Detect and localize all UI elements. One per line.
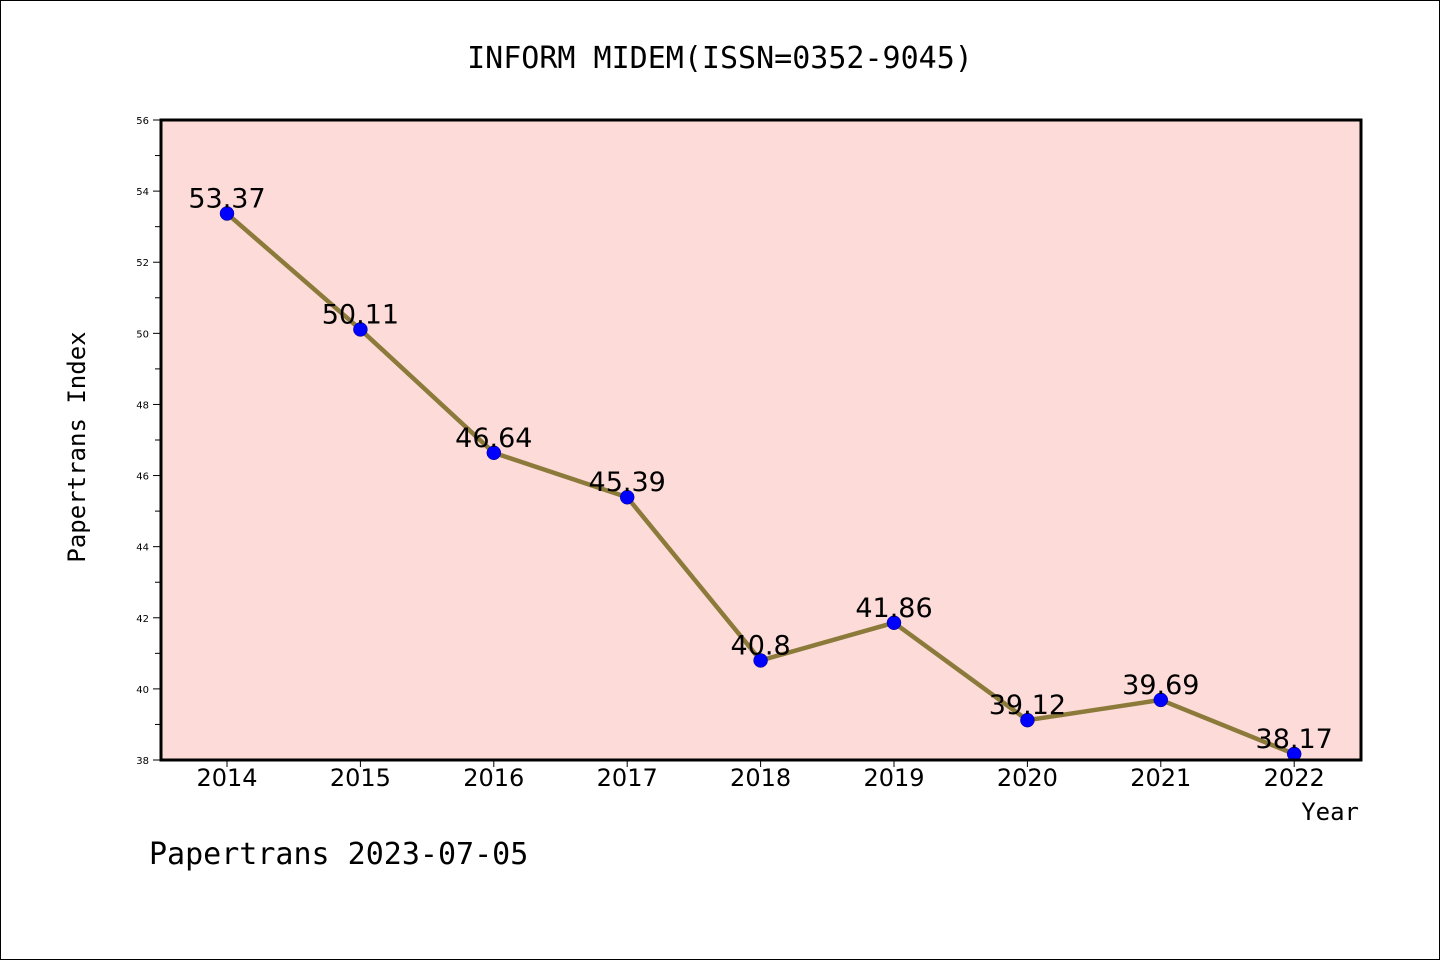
data-point [619,489,635,505]
y-tick-label: 52 [136,258,149,269]
footer-text: Papertrans 2023-07-05 [149,837,528,872]
series-line-group [219,206,1302,762]
data-label: 41.86 [855,593,932,624]
data-label: 53.37 [188,184,265,215]
data-label: 38.17 [1256,724,1333,755]
data-point [1153,692,1169,708]
y-tick-label: 40 [136,685,149,696]
y-tick-label: 38 [136,756,149,767]
plot-frame [159,118,1363,762]
x-axis: 2014 2015 2016 2017 2018 2019 2020 2021 2022 [196,760,1325,792]
y-tick-label: 50 [136,329,149,340]
x-tick-label: 2014 [196,764,257,792]
data-label-group: 53.37 50.11 46.64 45.39 40.8 41.86 39.12 39.69 3… [188,184,1332,755]
y-tick-label: 44 [136,543,149,554]
y-tick-label: 56 [136,116,149,127]
data-label: 40.8 [731,630,791,661]
x-tick-label: 2020 [997,764,1058,792]
chart-title: INFORM MIDEM(ISSN=0352-9045) [467,41,973,76]
data-point [886,615,902,631]
x-tick-label: 2022 [1264,764,1325,792]
y-axis: 38 40 42 44 46 48 50 52 54 56 [136,116,161,767]
data-point [486,445,502,461]
data-label: 50.11 [322,299,399,330]
x-tick-label: 2015 [330,764,391,792]
data-label: 45.39 [589,467,666,498]
data-point [219,206,235,221]
data-point [353,322,368,337]
x-axis-label: Year [1301,798,1359,826]
y-tick-label: 42 [136,614,149,625]
data-label: 39.69 [1122,670,1199,701]
x-tick-label: 2018 [730,764,791,792]
x-tick-label: 2016 [463,764,524,792]
data-point [753,653,768,668]
data-label: 39.12 [989,690,1066,721]
data-point [1020,712,1035,728]
data-label: 46.64 [455,423,532,454]
y-tick-label: 54 [136,187,149,198]
x-tick-label: 2019 [863,764,924,792]
y-tick-label: 46 [136,472,149,483]
x-tick-label: 2021 [1130,764,1191,792]
x-tick-label: 2017 [597,764,658,792]
y-tick-label: 48 [136,400,149,411]
y-axis-label: Papertrans Index [63,331,91,562]
